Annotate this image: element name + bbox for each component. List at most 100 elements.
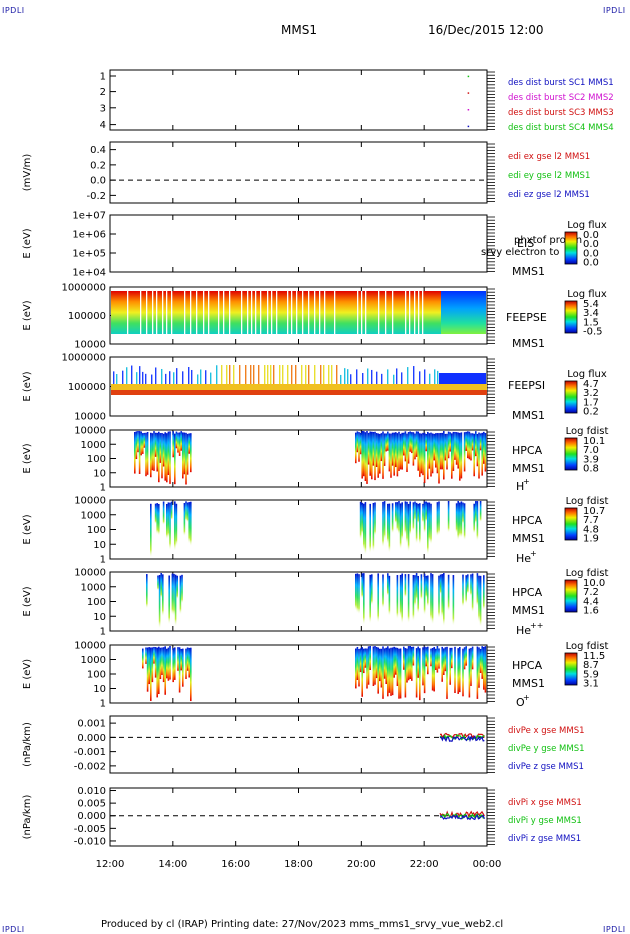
data-column xyxy=(419,433,421,477)
data-stripe xyxy=(155,367,157,384)
x-tick-label: 20:00 xyxy=(347,859,376,870)
y-tick-label: -0.001 xyxy=(74,747,106,758)
data-column xyxy=(387,573,389,597)
data-column xyxy=(406,648,408,683)
data-gap xyxy=(271,291,273,334)
data-point xyxy=(467,125,470,128)
data-column xyxy=(359,648,362,673)
y-axis-label: E (eV) xyxy=(22,659,33,689)
data-column xyxy=(462,502,464,525)
data-column xyxy=(138,431,141,474)
data-column xyxy=(383,501,386,541)
data-column xyxy=(417,646,419,678)
overlay-label: srvy electron to xyxy=(481,247,559,258)
data-column xyxy=(174,501,176,552)
data-column xyxy=(399,574,402,618)
data-column xyxy=(382,501,384,548)
data-column xyxy=(475,431,477,457)
data-stripe xyxy=(264,365,266,384)
colorbar-title: Log fdist xyxy=(566,641,609,652)
data-column xyxy=(391,432,394,466)
data-column xyxy=(404,648,407,698)
data-column xyxy=(369,503,371,554)
data-stripe xyxy=(145,373,147,384)
y-axis-label: E (eV) xyxy=(22,371,33,401)
data-column xyxy=(182,648,184,687)
data-column xyxy=(167,502,170,539)
instrument-label: HPCA xyxy=(512,586,543,599)
data-column xyxy=(166,648,168,679)
y-tick-label: 1 xyxy=(100,555,106,566)
data-column xyxy=(412,432,415,466)
data-column xyxy=(476,646,479,699)
data-column xyxy=(431,647,434,691)
data-column xyxy=(425,647,427,667)
data-column xyxy=(438,433,440,484)
data-column xyxy=(369,646,371,670)
data-column xyxy=(409,646,411,680)
data-stripe xyxy=(419,371,421,384)
data-stripe xyxy=(328,365,330,384)
data-stripe xyxy=(387,369,389,384)
data-column xyxy=(188,502,190,544)
y-tick-label: 10000 xyxy=(74,426,106,437)
colorbar xyxy=(564,300,578,334)
colorbar-tick-label: 7.2 xyxy=(583,587,599,598)
data-column xyxy=(465,431,467,451)
panel-frame-eis xyxy=(109,214,488,273)
data-column xyxy=(465,575,467,604)
data-column xyxy=(146,647,149,692)
data-stripe xyxy=(393,374,395,384)
data-column xyxy=(399,433,402,470)
colorbar-tick-label: 10.7 xyxy=(583,506,605,517)
colorbar-tick-label: 0.0 xyxy=(583,248,599,259)
colorbar-tick-label: 7.0 xyxy=(583,445,599,456)
data-stripe xyxy=(301,365,303,384)
data-stripe xyxy=(401,372,403,384)
y-tick-label: 10 xyxy=(93,684,106,695)
data-gap xyxy=(405,291,407,334)
data-column xyxy=(420,433,423,474)
data-column xyxy=(385,433,387,452)
data-column xyxy=(385,647,387,685)
y-axis-label: E (eV) xyxy=(22,586,33,616)
data-column xyxy=(390,647,392,696)
data-column xyxy=(463,432,466,472)
data-column xyxy=(483,646,485,690)
data-gap xyxy=(422,291,424,334)
data-column xyxy=(433,433,435,461)
data-gap xyxy=(247,291,249,334)
data-gap xyxy=(361,291,363,334)
data-column xyxy=(409,501,411,536)
data-column xyxy=(383,648,386,679)
y-tick-label: 4 xyxy=(100,120,106,131)
data-column xyxy=(364,432,367,482)
instrument-label: HPCA xyxy=(512,659,543,672)
colorbar-tick-label: 1.9 xyxy=(583,534,599,545)
data-column xyxy=(361,431,363,479)
data-stripe xyxy=(367,368,369,384)
data-stripe xyxy=(381,373,383,384)
data-column xyxy=(470,647,472,686)
data-column xyxy=(404,431,407,462)
data-column xyxy=(430,503,432,545)
data-column xyxy=(393,646,395,678)
data-column xyxy=(372,502,375,553)
data-stripe xyxy=(216,365,218,384)
data-column xyxy=(427,575,429,608)
data-point xyxy=(467,92,470,94)
data-column xyxy=(471,573,474,613)
data-stripe xyxy=(267,365,269,384)
colorbar xyxy=(564,380,578,414)
data-stripe xyxy=(221,365,223,384)
data-column xyxy=(395,502,397,524)
data-column xyxy=(449,432,451,452)
data-gap xyxy=(196,291,198,334)
data-column xyxy=(460,432,463,479)
data-column xyxy=(387,646,389,697)
data-column xyxy=(414,575,416,607)
species-label: H xyxy=(516,480,524,493)
data-column xyxy=(379,648,381,682)
data-column xyxy=(186,647,189,671)
data-column xyxy=(391,503,394,534)
